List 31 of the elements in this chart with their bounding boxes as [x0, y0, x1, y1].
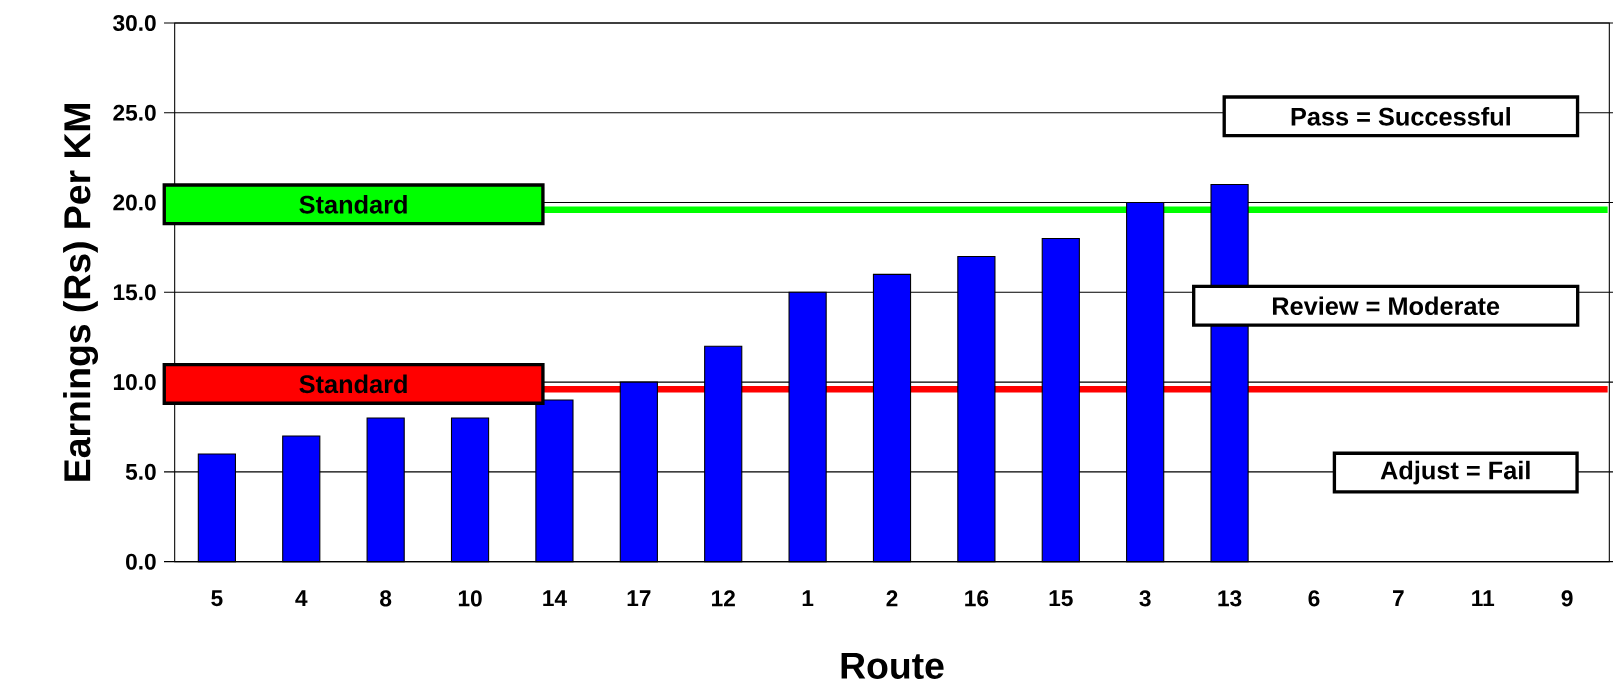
annotation: Pass = Successful: [1291, 107, 1510, 126]
annotation: Adjust = Fail: [1380, 460, 1530, 485]
ref-line-label: Standard: [299, 195, 407, 214]
x-tick-label: 12: [712, 590, 735, 607]
x-tick-label: 3: [1139, 590, 1151, 607]
x-tick-label: 8: [380, 590, 392, 607]
x-tick-label: 4: [295, 590, 308, 606]
annotation: Review = Moderate: [1272, 296, 1500, 316]
y-tick-label: 0.0: [126, 553, 156, 570]
y-tick-label: 15.0: [113, 284, 156, 301]
x-tick-label: 11: [1472, 590, 1495, 606]
x-tick-label: 7: [1393, 590, 1404, 606]
x-tick-label: 9: [1561, 590, 1573, 607]
x-tick-label: 14: [543, 590, 567, 606]
x-tick-label: 16: [965, 590, 989, 607]
y-axis-title: Earnings (Rs) Per KM: [63, 104, 99, 481]
x-tick-label: 5: [211, 590, 223, 607]
y-tick-label: 30.0: [113, 14, 156, 32]
x-tick-label: 13: [1218, 590, 1242, 607]
y-tick-label: 10.0: [113, 374, 156, 391]
x-tick-label: 17: [627, 590, 651, 606]
x-tick-label: 2: [886, 590, 898, 607]
y-tick-label: 25.0: [113, 104, 156, 121]
x-tick-label: 15: [1049, 590, 1073, 607]
x-tick-label: 10: [458, 590, 482, 607]
y-tick-label: 20.0: [113, 194, 156, 211]
ref-line-label: Standard: [299, 374, 407, 394]
y-tick-label: 5.0: [125, 463, 156, 480]
x-tick-label: 6: [1308, 590, 1320, 607]
x-axis-title: Route: [841, 652, 944, 679]
x-tick-label: 1: [802, 590, 814, 606]
